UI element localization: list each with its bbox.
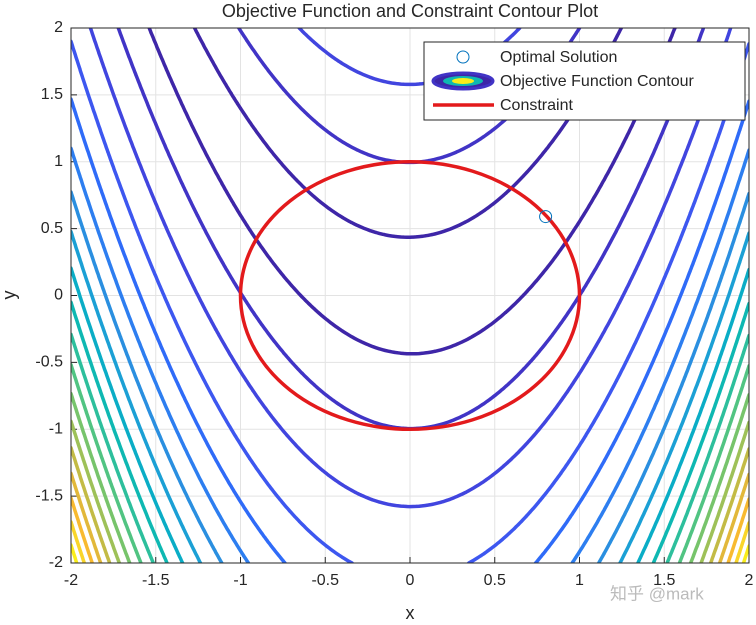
- marks: [238, 160, 582, 431]
- y-tick-label: 0: [54, 287, 63, 304]
- contour-line: [71, 229, 749, 563]
- x-tick-label: -1.5: [142, 572, 170, 589]
- x-tick-label: -0.5: [311, 572, 339, 589]
- x-axis-label: x: [406, 603, 415, 623]
- chart-title: Objective Function and Constraint Contou…: [222, 1, 598, 21]
- contour-line: [71, 446, 749, 563]
- legend-label: Constraint: [500, 97, 573, 114]
- y-tick-label: 0.5: [41, 220, 63, 237]
- contour-line: [71, 190, 749, 563]
- constraint-circle: [238, 160, 582, 431]
- contour-line: [71, 496, 749, 563]
- x-tick-label: 1.5: [653, 572, 675, 589]
- legend-symbol: [452, 78, 474, 84]
- contour-line: [116, 28, 706, 431]
- legend-symbol: [456, 50, 470, 64]
- x-tick-label: -2: [64, 572, 78, 589]
- watermark: 知乎 @mark: [610, 584, 704, 603]
- x-tick-label: -1: [233, 572, 247, 589]
- axes-box: [70, 27, 750, 564]
- contour-line: [71, 419, 749, 563]
- contour-line: [71, 97, 749, 563]
- contour-line: [71, 471, 749, 563]
- y-tick-label: 2: [54, 19, 63, 36]
- legend: Optimal Solution Objective Function Conto…: [423, 41, 746, 121]
- contour-line: [71, 332, 749, 563]
- y-tick-label: -2: [49, 554, 63, 571]
- y-tick-label: -1.5: [35, 487, 63, 504]
- y-tick-label: 1: [54, 153, 63, 170]
- contour-line: [71, 39, 749, 563]
- x-tick-label: 2: [745, 572, 754, 589]
- legend-label: Objective Function Contour: [500, 73, 695, 90]
- contour-line: [71, 543, 749, 563]
- optimal-point: [539, 210, 553, 224]
- x-tick-label: 1: [575, 572, 584, 589]
- y-axis-label: y: [0, 291, 19, 300]
- contour-line: [71, 266, 749, 563]
- contour-line: [71, 391, 749, 563]
- contour-line: [71, 362, 749, 563]
- legend-label: Optimal Solution: [500, 49, 617, 66]
- y-tick-label: -1: [49, 420, 63, 437]
- contour-line: [71, 146, 749, 563]
- contours: [71, 28, 749, 563]
- x-tick-label: 0.5: [484, 572, 506, 589]
- x-tick-label: 0: [406, 572, 415, 589]
- y-tick-label: -0.5: [35, 354, 63, 371]
- y-tick-label: 1.5: [41, 86, 63, 103]
- contour-line: [71, 300, 749, 563]
